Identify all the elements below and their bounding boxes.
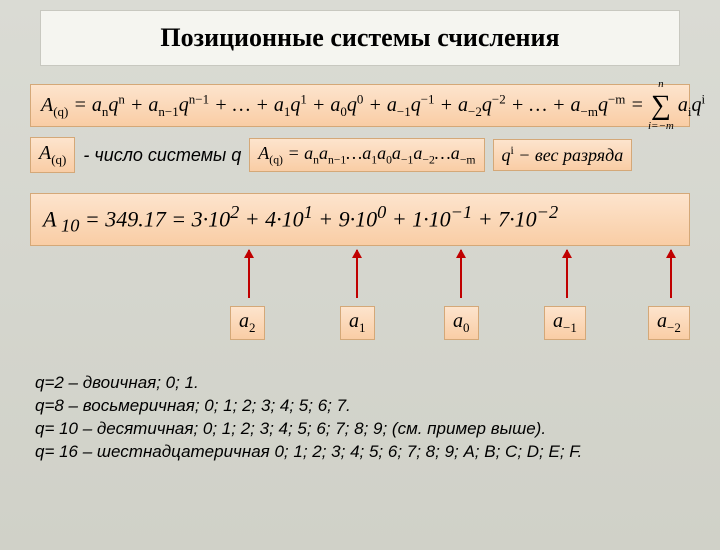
coefficient-box: a1 <box>340 306 375 340</box>
line-q10: q= 10 – десятичная; 0; 1; 2; 3; 4; 5; 6;… <box>35 418 685 441</box>
page-title: Позиционные системы счисления <box>40 10 680 66</box>
aq-box-1: A(q) <box>30 137 75 173</box>
arrow <box>356 250 358 298</box>
aq-digits-box: A(q) = anan−1…a1a0a−1a−2…a−m <box>249 138 484 172</box>
line-q8: q=8 – восьмеричная; 0; 1; 2; 3; 4; 5; 6;… <box>35 395 685 418</box>
aq-label: - число системы q <box>83 145 241 166</box>
formula1: A(q) = anqn + an−1qn−1 + … + a1q1 + a0q0… <box>41 94 649 116</box>
arrow <box>248 250 250 298</box>
line-q2: q=2 – двоичная; 0; 1. <box>35 372 685 395</box>
sigma-term: aiqi <box>678 94 705 116</box>
arrow <box>460 250 462 298</box>
coefficient-box: a2 <box>230 306 265 340</box>
arrow <box>670 250 672 298</box>
main-formula-box: A(q) = anqn + an−1qn−1 + … + a1q1 + a0q0… <box>30 84 690 127</box>
arrow <box>566 250 568 298</box>
coefficient-box: a−2 <box>648 306 690 340</box>
coefficient-box: a0 <box>444 306 479 340</box>
coefficient-box: a−1 <box>544 306 586 340</box>
coefficient-row: a2 a1 a0 a−1 a−2 <box>30 306 690 342</box>
system-list: q=2 – двоичная; 0; 1. q=8 – восьмеричная… <box>35 372 685 464</box>
arrow-row <box>30 246 690 306</box>
definition-row: A(q) - число системы q A(q) = anan−1…a1a… <box>30 137 690 173</box>
line-q16: q= 16 – шестнадцатеричная 0; 1; 2; 3; 4;… <box>35 441 685 464</box>
weight-box: qi − вес разряда <box>493 139 633 171</box>
example-formula-box: A 10 = 349.17 = 3·102 + 4·101 + 9·100 + … <box>30 193 690 246</box>
sigma-symbol: n∑i=−m <box>651 92 671 120</box>
